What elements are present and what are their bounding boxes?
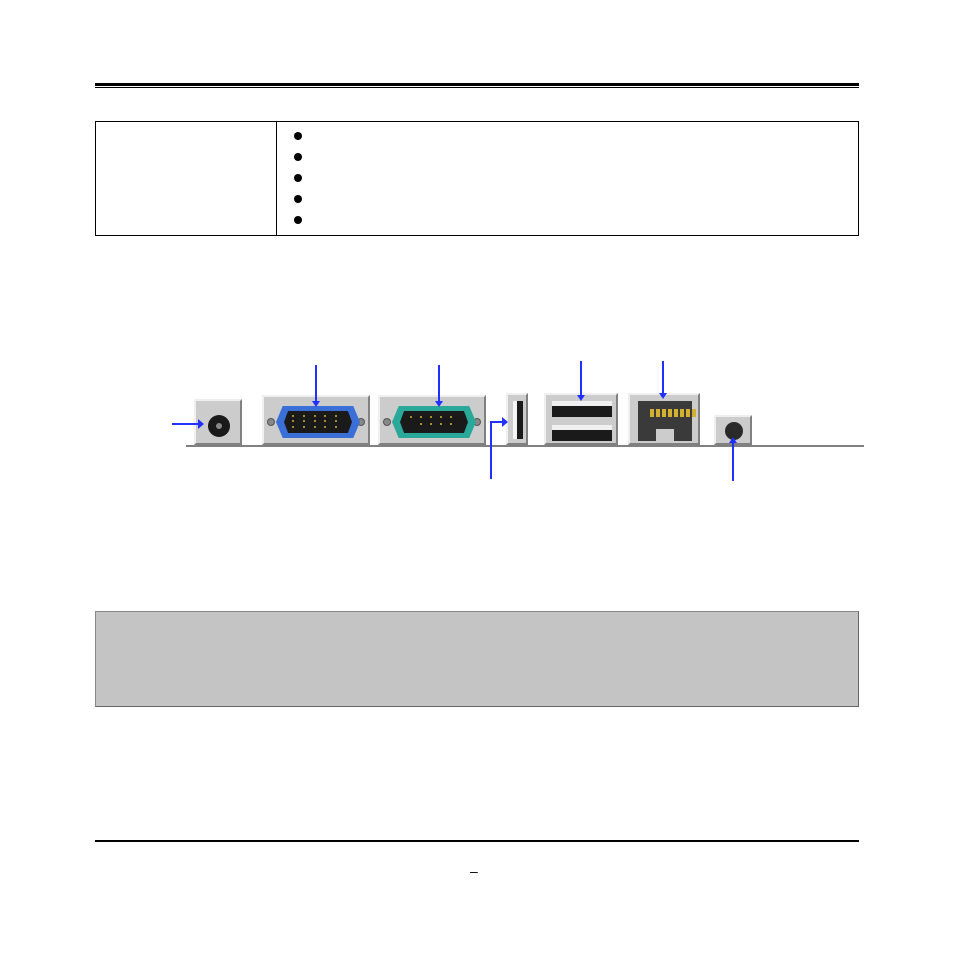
spec-table-divider bbox=[276, 122, 277, 235]
callout-line bbox=[490, 421, 492, 479]
screw-icon bbox=[383, 418, 391, 426]
dc-barrel-icon bbox=[208, 415, 230, 437]
spec-bullet bbox=[294, 174, 302, 182]
io-baseline bbox=[186, 445, 864, 447]
screw-icon bbox=[267, 418, 275, 426]
callout-arrow-icon bbox=[435, 401, 443, 407]
io-panel-diagram bbox=[186, 393, 866, 449]
callout-arrow-icon bbox=[659, 393, 667, 399]
footer-rule bbox=[95, 840, 859, 842]
usb-key bbox=[552, 401, 612, 406]
vga-pins bbox=[292, 415, 344, 429]
callout-line bbox=[315, 365, 317, 405]
callout-arrow-icon bbox=[502, 417, 508, 427]
rj45-pins bbox=[650, 409, 696, 417]
usb-key bbox=[552, 425, 612, 430]
info-box bbox=[95, 611, 859, 707]
header-double-rule bbox=[95, 83, 859, 88]
spec-table bbox=[95, 121, 859, 236]
lan-port bbox=[628, 393, 700, 445]
usb-slot-lower bbox=[552, 425, 612, 441]
usb-key bbox=[513, 401, 517, 439]
serial-port bbox=[378, 395, 486, 445]
usb-slot-upper bbox=[552, 401, 612, 417]
spec-bullet bbox=[294, 153, 302, 161]
spec-bullet bbox=[294, 216, 302, 224]
callout-line bbox=[732, 441, 734, 481]
callout-arrow-icon bbox=[577, 395, 585, 401]
callout-line bbox=[662, 361, 664, 397]
page: – bbox=[0, 0, 954, 954]
callout-arrow-icon bbox=[198, 419, 204, 429]
callout-line bbox=[580, 361, 582, 399]
spec-bullet bbox=[294, 195, 302, 203]
usb-port-vertical bbox=[506, 393, 528, 445]
callout-arrow-icon bbox=[729, 437, 737, 443]
com-pins bbox=[410, 416, 458, 427]
callout-line bbox=[438, 365, 440, 405]
footer-page-separator: – bbox=[470, 863, 478, 879]
spec-bullet bbox=[294, 132, 302, 140]
rj45-notch bbox=[656, 429, 674, 441]
callout-arrow-icon bbox=[312, 401, 320, 407]
spec-bullet-list bbox=[294, 132, 302, 237]
